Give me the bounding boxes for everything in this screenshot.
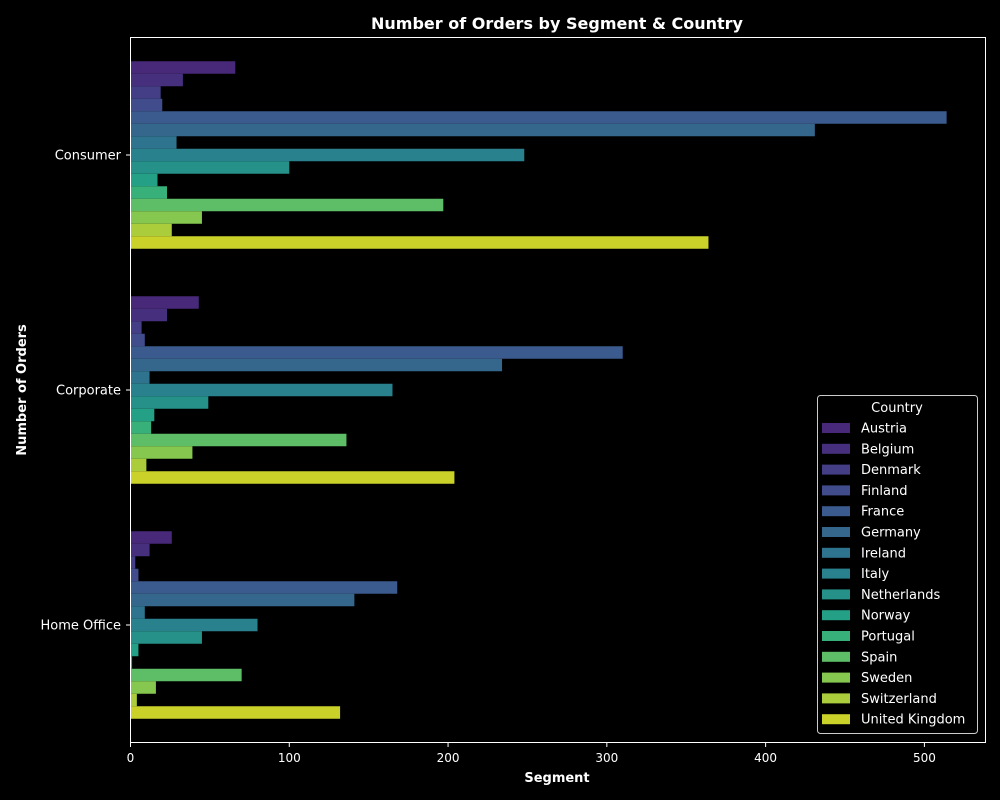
legend-label-spain: Spain	[861, 650, 897, 665]
bar-consumer-germany	[130, 123, 815, 137]
bar-consumer-sweden	[130, 211, 202, 224]
bar-corporate-italy	[130, 383, 393, 397]
bar-home-office-norway	[130, 643, 139, 657]
x-tick-label: 0	[127, 751, 135, 765]
legend-swatch-norway	[822, 610, 850, 621]
bar-corporate-ireland	[130, 371, 150, 384]
bar-home-office-france	[130, 581, 398, 594]
y-axis-label: Number of Orders	[15, 324, 30, 456]
y-tick-label-home-office: Home Office	[41, 619, 121, 634]
legend-label-united-kingdom: United Kingdom	[861, 713, 965, 728]
bar-home-office-italy	[130, 618, 258, 632]
bar-corporate-france	[130, 346, 623, 359]
bar-corporate-belgium	[130, 308, 168, 322]
legend-swatch-germany	[822, 527, 850, 537]
x-axis-ticks: 0 100 200 300 400 500	[127, 742, 936, 765]
bar-consumer-spain	[130, 198, 444, 212]
legend-label-france: France	[861, 505, 904, 520]
legend-swatch-portugal	[822, 631, 850, 641]
bar-home-office-ireland	[130, 606, 145, 619]
legend-label-belgium: Belgium	[861, 442, 914, 457]
bar-home-office-austria	[130, 531, 172, 544]
legend-label-switzerland: Switzerland	[861, 692, 937, 707]
bar-consumer-ireland	[130, 136, 177, 149]
legend-swatch-sweden	[822, 672, 850, 683]
legend-label-sweden: Sweden	[861, 671, 912, 686]
legend-items: Austria Belgium Denmark Finland France German…	[822, 422, 965, 728]
bar-home-office-spain	[130, 668, 242, 682]
legend-label-austria: Austria	[861, 422, 907, 437]
bar-corporate-netherlands	[130, 396, 209, 409]
legend-swatch-italy	[822, 568, 850, 579]
y-tick-label-consumer: Consumer	[55, 149, 122, 164]
bar-home-office-finland	[130, 568, 139, 582]
legend-title: Country	[871, 401, 923, 416]
legend-label-germany: Germany	[861, 526, 921, 541]
x-axis-label: Segment	[524, 771, 589, 786]
bar-corporate-austria	[130, 296, 199, 309]
y-axis-ticks: Consumer Corporate Home Office	[41, 149, 131, 634]
bar-home-office-belgium	[130, 543, 150, 557]
x-tick-label: 200	[437, 751, 460, 765]
x-tick-label: 300	[595, 751, 618, 765]
legend-label-portugal: Portugal	[861, 630, 915, 645]
legend-swatch-denmark	[822, 464, 850, 475]
bar-home-office-netherlands	[130, 631, 202, 644]
legend-swatch-france	[822, 506, 850, 517]
legend-label-finland: Finland	[861, 484, 907, 499]
bar-consumer-netherlands	[130, 161, 290, 174]
legend-swatch-belgium	[822, 443, 850, 454]
x-tick-label: 400	[754, 751, 777, 765]
bar-corporate-spain	[130, 433, 347, 447]
y-tick-label-corporate: Corporate	[56, 384, 121, 399]
bar-consumer-belgium	[130, 73, 183, 87]
bar-consumer-norway	[130, 173, 158, 187]
legend-label-ireland: Ireland	[861, 546, 906, 561]
legend-swatch-finland	[822, 485, 850, 496]
bar-consumer-italy	[130, 148, 525, 162]
bar-corporate-portugal	[130, 421, 152, 434]
bar-corporate-sweden	[130, 446, 193, 459]
bar-consumer-france	[130, 111, 947, 124]
bar-consumer-switzerland	[130, 223, 172, 237]
bar-home-office-sweden	[130, 681, 156, 694]
x-tick-label: 100	[278, 751, 301, 765]
bar-home-office-portugal	[130, 656, 133, 669]
bar-home-office-united-kingdom	[130, 706, 341, 719]
legend-label-norway: Norway	[861, 609, 911, 624]
x-tick-label: 500	[913, 751, 936, 765]
bar-corporate-united-kingdom	[130, 471, 455, 484]
legend-box	[817, 395, 978, 734]
legend-swatch-united-kingdom	[822, 714, 850, 725]
legend-swatch-switzerland	[822, 693, 850, 704]
legend: Country Austria Belgium Denmark Finland Fran…	[817, 395, 978, 734]
bar-corporate-denmark	[130, 321, 142, 334]
bars-group	[130, 61, 947, 719]
legend-swatch-netherlands	[822, 589, 850, 600]
legend-label-denmark: Denmark	[861, 463, 921, 478]
legend-swatch-ireland	[822, 547, 850, 558]
bar-home-office-switzerland	[130, 693, 137, 707]
bar-corporate-finland	[130, 333, 145, 347]
chart-title: Number of Orders by Segment & Country	[371, 14, 744, 33]
bar-consumer-portugal	[130, 186, 168, 199]
bar-consumer-austria	[130, 61, 236, 74]
bar-consumer-united-kingdom	[130, 236, 709, 249]
bar-consumer-denmark	[130, 86, 161, 99]
legend-label-netherlands: Netherlands	[861, 588, 940, 603]
legend-swatch-austria	[822, 423, 850, 433]
bar-corporate-norway	[130, 408, 155, 422]
bar-consumer-finland	[130, 98, 163, 112]
bar-home-office-germany	[130, 593, 355, 607]
bar-corporate-germany	[130, 358, 503, 372]
legend-swatch-spain	[822, 651, 850, 662]
legend-label-italy: Italy	[861, 567, 890, 582]
bar-corporate-switzerland	[130, 458, 147, 472]
bar-home-office-denmark	[130, 556, 136, 569]
